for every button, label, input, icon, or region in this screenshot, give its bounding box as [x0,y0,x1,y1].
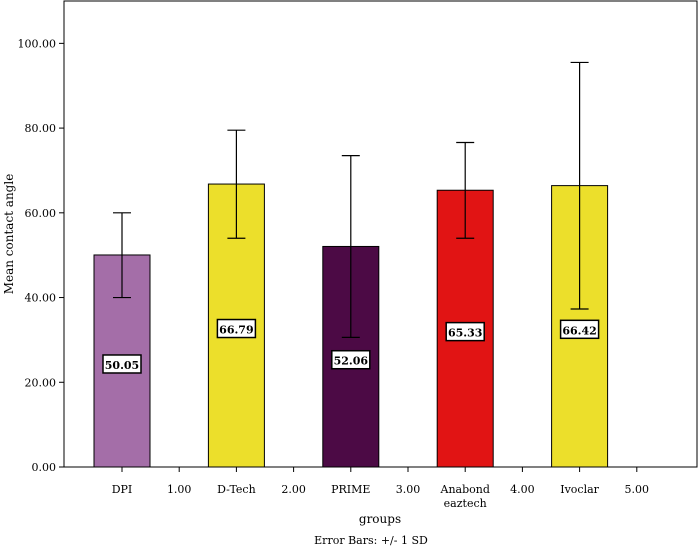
error-bar-note: Error Bars: +/- 1 SD [314,534,428,546]
value-label-box [331,349,371,370]
x-tick-label: PRIME [331,483,370,496]
x-tick-label: eaztech [444,497,487,510]
y-tick-label: 80.00 [25,122,57,135]
y-tick-label: 60.00 [25,207,57,220]
bars: 50.05 66.79 52.06 65.33 66.42 [93,61,609,468]
x-tick-label: DPI [112,483,133,496]
x-tick-label: Anabond [440,483,490,496]
x-tick-label: 5.00 [625,483,650,496]
y-axis: 0.00 20.00 40.00 60.00 80.00 100.00 [18,37,64,474]
x-axis: DPI 1.00 D-Tech 2.00 PRIME 3.00 Anabondeaztech… [112,467,649,510]
value-label: 66.42 [562,324,596,337]
value-label: 52.06 [334,355,369,368]
y-tick-label: 100.00 [18,37,57,50]
x-axis-title: groups [359,512,401,526]
x-tick-label: 1.00 [167,483,192,496]
value-label-box [559,319,600,340]
value-label: 50.05 [105,359,139,372]
value-label: 65.33 [448,327,482,340]
x-tick-label: D-Tech [217,483,256,496]
plot-frame [63,0,698,468]
x-tick-label: 3.00 [396,483,421,496]
x-tick-label: Ivoclar [560,483,599,496]
value-label-box [216,318,257,339]
y-tick-label: 20.00 [25,376,57,389]
value-label: 66.79 [219,324,253,337]
value-label-box [102,354,142,374]
y-tick-label: 0.00 [32,461,57,474]
value-label-box [445,321,485,342]
x-tick-label: 4.00 [510,483,535,496]
y-axis-title: Mean contact angle [2,174,16,295]
x-tick-label: 2.00 [281,483,306,496]
y-tick-label: 40.00 [25,292,57,305]
